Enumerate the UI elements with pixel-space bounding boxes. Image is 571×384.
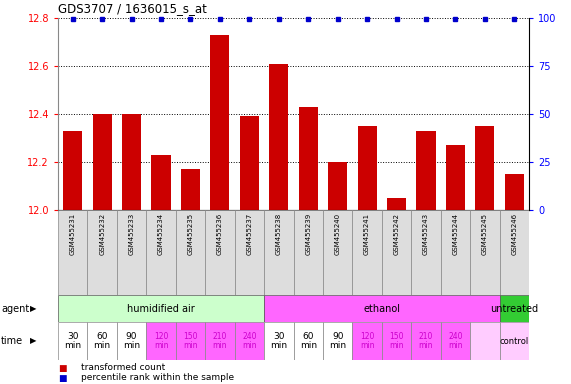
Text: 60
min: 60 min bbox=[300, 332, 317, 350]
Text: 90
min: 90 min bbox=[123, 332, 140, 350]
Text: GSM455240: GSM455240 bbox=[335, 213, 341, 255]
Text: GSM455232: GSM455232 bbox=[99, 213, 105, 255]
Bar bbox=[470, 210, 500, 295]
Bar bbox=[470, 322, 500, 360]
Text: GSM455237: GSM455237 bbox=[246, 213, 252, 255]
Bar bbox=[411, 322, 441, 360]
Text: 210
min: 210 min bbox=[419, 332, 433, 350]
Text: 60
min: 60 min bbox=[94, 332, 111, 350]
Text: 120
min: 120 min bbox=[154, 332, 168, 350]
Text: GSM455242: GSM455242 bbox=[393, 213, 400, 255]
Bar bbox=[205, 210, 235, 295]
Bar bbox=[293, 210, 323, 295]
Text: GSM455235: GSM455235 bbox=[187, 213, 194, 255]
Bar bbox=[352, 210, 382, 295]
Text: agent: agent bbox=[1, 303, 29, 313]
Text: 120
min: 120 min bbox=[360, 332, 375, 350]
Bar bbox=[382, 210, 411, 295]
Bar bbox=[411, 210, 441, 295]
Bar bbox=[117, 322, 146, 360]
Text: GDS3707 / 1636015_s_at: GDS3707 / 1636015_s_at bbox=[58, 2, 207, 15]
Bar bbox=[205, 322, 235, 360]
Text: 240
min: 240 min bbox=[448, 332, 463, 350]
Bar bbox=[328, 162, 347, 210]
Text: 90
min: 90 min bbox=[329, 332, 346, 350]
Text: 150
min: 150 min bbox=[183, 332, 198, 350]
Bar bbox=[475, 126, 494, 210]
Text: 30
min: 30 min bbox=[64, 332, 81, 350]
Bar bbox=[63, 131, 82, 210]
Text: GSM455241: GSM455241 bbox=[364, 213, 370, 255]
Text: control: control bbox=[500, 336, 529, 346]
Bar bbox=[151, 155, 171, 210]
Bar bbox=[357, 126, 377, 210]
Text: ■: ■ bbox=[58, 364, 66, 372]
Bar bbox=[446, 145, 465, 210]
Text: 240
min: 240 min bbox=[242, 332, 256, 350]
Bar bbox=[235, 322, 264, 360]
Bar bbox=[352, 322, 382, 360]
Text: GSM455231: GSM455231 bbox=[70, 213, 76, 255]
Bar bbox=[323, 210, 352, 295]
Text: GSM455236: GSM455236 bbox=[217, 213, 223, 255]
Bar bbox=[500, 210, 529, 295]
Bar bbox=[87, 322, 117, 360]
Bar bbox=[176, 210, 205, 295]
Bar bbox=[323, 322, 352, 360]
Bar bbox=[58, 210, 87, 295]
Bar bbox=[117, 210, 146, 295]
Text: GSM455238: GSM455238 bbox=[276, 213, 282, 255]
Text: time: time bbox=[1, 336, 23, 346]
Bar bbox=[235, 210, 264, 295]
Bar bbox=[505, 174, 524, 210]
Bar bbox=[58, 322, 87, 360]
Bar bbox=[176, 322, 205, 360]
Text: GSM455234: GSM455234 bbox=[158, 213, 164, 255]
Bar bbox=[441, 322, 470, 360]
Text: ethanol: ethanol bbox=[363, 303, 400, 313]
Bar bbox=[264, 295, 500, 322]
Bar bbox=[387, 198, 406, 210]
Text: GSM455246: GSM455246 bbox=[511, 213, 517, 255]
Bar bbox=[146, 210, 176, 295]
Bar bbox=[210, 35, 230, 210]
Bar bbox=[500, 322, 529, 360]
Bar bbox=[181, 169, 200, 210]
Bar bbox=[93, 114, 112, 210]
Bar bbox=[441, 210, 470, 295]
Bar bbox=[240, 116, 259, 210]
Bar bbox=[382, 322, 411, 360]
Text: untreated: untreated bbox=[490, 303, 538, 313]
Bar bbox=[299, 107, 318, 210]
Text: GSM455244: GSM455244 bbox=[452, 213, 459, 255]
Text: GSM455233: GSM455233 bbox=[128, 213, 135, 255]
Bar bbox=[264, 210, 293, 295]
Bar bbox=[269, 64, 288, 210]
Text: 30
min: 30 min bbox=[270, 332, 287, 350]
Bar bbox=[58, 295, 264, 322]
Text: 210
min: 210 min bbox=[212, 332, 227, 350]
Bar bbox=[264, 322, 293, 360]
Bar bbox=[293, 322, 323, 360]
Bar bbox=[146, 322, 176, 360]
Text: GSM455245: GSM455245 bbox=[482, 213, 488, 255]
Bar bbox=[87, 210, 117, 295]
Text: humidified air: humidified air bbox=[127, 303, 195, 313]
Text: ▶: ▶ bbox=[30, 304, 37, 313]
Text: percentile rank within the sample: percentile rank within the sample bbox=[81, 374, 234, 382]
Bar bbox=[122, 114, 141, 210]
Bar bbox=[416, 131, 436, 210]
Text: GSM455243: GSM455243 bbox=[423, 213, 429, 255]
Text: ▶: ▶ bbox=[30, 336, 37, 346]
Text: 150
min: 150 min bbox=[389, 332, 404, 350]
Text: transformed count: transformed count bbox=[81, 364, 165, 372]
Text: GSM455239: GSM455239 bbox=[305, 213, 311, 255]
Bar bbox=[500, 295, 529, 322]
Text: ■: ■ bbox=[58, 374, 66, 382]
